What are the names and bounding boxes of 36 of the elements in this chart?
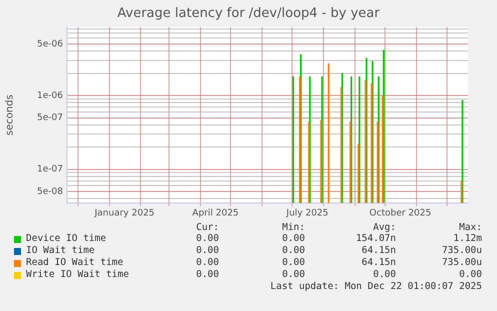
x-tick-label: January 2025 xyxy=(94,208,155,219)
text: Avg: xyxy=(373,222,396,233)
text: 0.00 xyxy=(196,269,219,280)
legend-label: Read IO Wait time xyxy=(26,257,124,268)
text: 0.00 xyxy=(459,269,482,280)
text: Min: xyxy=(282,222,305,233)
legend-label: IO Wait time xyxy=(26,245,95,256)
y-tick-label: 1e-07 xyxy=(37,164,63,175)
y-tick-label: 1e-06 xyxy=(37,90,64,101)
text: 0.00 xyxy=(282,257,305,268)
text: 64.15n xyxy=(362,245,396,256)
x-tick-label: April 2025 xyxy=(192,208,239,219)
text: 0.00 xyxy=(196,233,219,244)
text: 154.07n xyxy=(356,233,396,244)
text: 0.00 xyxy=(282,233,305,244)
y-tick-label: 5e-07 xyxy=(37,113,63,124)
text: Last update: Mon Dec 22 01:00:07 2025 xyxy=(270,281,482,292)
text: 64.15n xyxy=(362,257,396,268)
legend-label: Write IO Wait time xyxy=(26,269,129,280)
y-tick-label: 5e-06 xyxy=(37,39,64,50)
y-tick-label: 5e-08 xyxy=(37,186,64,197)
text: 1.12m xyxy=(453,233,482,244)
text: 0.00 xyxy=(373,269,396,280)
chart-title: Average latency for /dev/loop4 - by year xyxy=(116,6,381,21)
text: 735.00u xyxy=(442,257,482,268)
legend-label: Device IO time xyxy=(26,233,106,244)
text: 735.00u xyxy=(442,245,482,256)
text: 0.00 xyxy=(282,245,305,256)
text: 0.00 xyxy=(282,269,305,280)
x-tick-label: July 2025 xyxy=(285,208,328,219)
x-tick-label: October 2025 xyxy=(369,208,432,219)
text: 0.00 xyxy=(196,245,219,256)
text: Cur: xyxy=(196,222,219,233)
y-axis-title: seconds xyxy=(4,94,16,136)
text: 0.00 xyxy=(196,257,219,268)
text: Max: xyxy=(459,222,482,233)
